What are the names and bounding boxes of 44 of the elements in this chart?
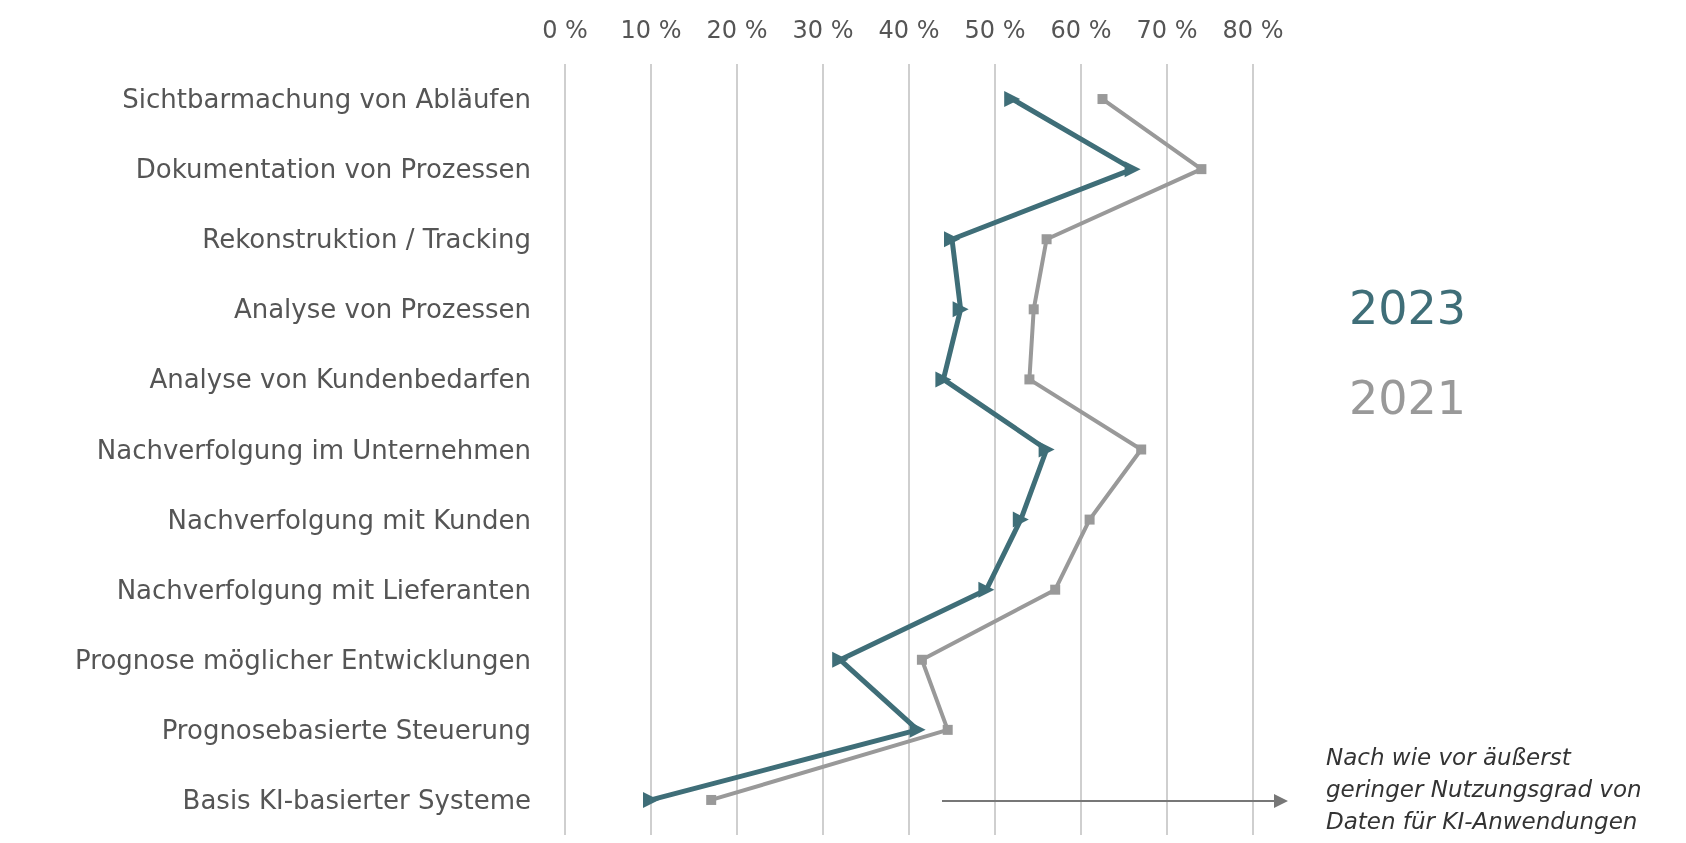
y-tick-label: Nachverfolgung mit Lieferanten [116, 574, 531, 605]
point [643, 791, 659, 808]
y-tick-label: Nachverfolgung mit Kunden [167, 504, 531, 535]
x-tick-label: 20 % [706, 16, 768, 44]
x-tick-label: 10 % [620, 16, 682, 44]
point [1084, 514, 1095, 525]
point [832, 651, 849, 668]
point [1196, 164, 1207, 175]
y-tick-label: Basis KI-basierter Systeme [182, 784, 531, 815]
x-tick-label: 50 % [964, 16, 1026, 44]
y-tick-label: Analyse von Kundenbedarfen [149, 364, 531, 395]
x-tick-label: 40 % [878, 16, 940, 44]
point [1041, 234, 1052, 245]
x-tick-label: 30 % [792, 16, 854, 44]
point [706, 794, 717, 805]
point [952, 301, 969, 318]
point [978, 581, 995, 598]
point [935, 371, 952, 388]
point [1028, 304, 1039, 315]
y-tick-label: Prognose möglicher Entwicklungen [75, 644, 531, 675]
point [1038, 441, 1055, 458]
point [916, 654, 927, 665]
x-tick-label: 0 % [542, 16, 588, 44]
text: Nach wie vor äußerst geringer Nutzungsgrad von Daten für KI-Anwendungen [1326, 744, 1649, 834]
point [1124, 161, 1141, 178]
point [1004, 91, 1021, 108]
point [944, 231, 960, 248]
y-tick-label: Nachverfolgung im Unternehmen [96, 434, 531, 465]
x-tick-label: 80 % [1222, 16, 1284, 44]
point [1012, 511, 1029, 528]
y-tick-label: Sichtbarmachung von Abläufen [122, 84, 531, 115]
text: 2021 [1348, 371, 1467, 425]
point [1024, 374, 1035, 385]
y-tick-label: Prognosebasierte Steuerung [161, 714, 531, 745]
x-tick-label: 70 % [1136, 16, 1198, 44]
x-tick-label: 60 % [1050, 16, 1112, 44]
y-tick-label: Analyse von Prozessen [233, 294, 531, 325]
y-tick-label: Rekonstruktion / Tracking [202, 224, 531, 255]
text: 2023 [1348, 281, 1467, 335]
point [1050, 584, 1061, 595]
point [1136, 444, 1147, 455]
point [942, 724, 953, 735]
y-tick-label: Dokumentation von Prozessen [135, 154, 531, 185]
point [1097, 94, 1108, 105]
